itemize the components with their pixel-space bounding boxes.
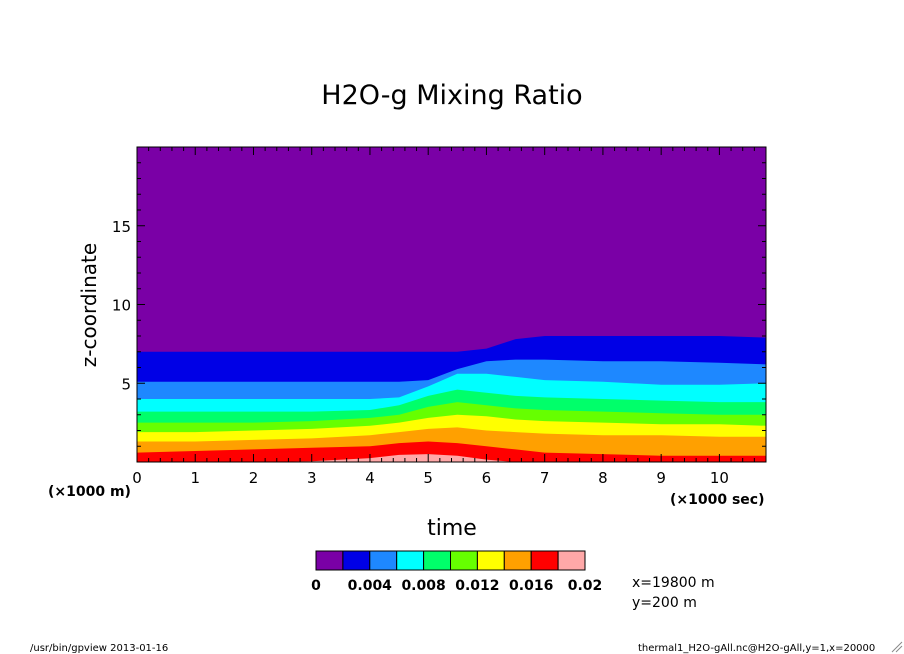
colorbar-tick-label: 0.004 bbox=[348, 578, 393, 594]
x-tick-labels: 0 1 2 3 4 5 6 7 8 9 10 bbox=[132, 469, 729, 487]
x-tick-label: 0 bbox=[132, 469, 142, 487]
location-y-label: y=200 m bbox=[632, 595, 697, 611]
colorbar-swatch bbox=[530, 550, 559, 571]
colorbar bbox=[315, 550, 586, 571]
colorbar-swatch bbox=[476, 550, 505, 571]
colorbar-swatch bbox=[396, 550, 425, 571]
x-tick-label: 3 bbox=[307, 469, 317, 487]
resize-grip-icon[interactable] bbox=[891, 641, 903, 653]
y-tick-label: 5 bbox=[121, 375, 131, 393]
colorbar-swatch bbox=[557, 550, 586, 571]
colorbar-tick-labels: 0 0.004 0.008 0.012 0.016 0.02 bbox=[311, 578, 602, 594]
x-axis-label: time bbox=[427, 516, 477, 541]
chart-title: H2O-g Mixing Ratio bbox=[321, 80, 582, 111]
x-tick-label: 9 bbox=[656, 469, 666, 487]
x-tick-label: 10 bbox=[710, 469, 729, 487]
x-axis-multiplier: (×1000 sec) bbox=[670, 492, 765, 508]
colorbar-tick-label: 0 bbox=[311, 578, 321, 594]
colorbar-swatch bbox=[450, 550, 478, 571]
colorbar-swatch bbox=[342, 550, 371, 571]
colorbar-swatch bbox=[423, 550, 452, 571]
axis-ticks bbox=[136, 146, 767, 463]
location-x-label: x=19800 m bbox=[632, 575, 715, 591]
contour-band-8 bbox=[137, 441, 766, 462]
x-tick-label: 5 bbox=[423, 469, 433, 487]
y-axis-multiplier: (×1000 m) bbox=[48, 484, 131, 500]
x-tick-label: 7 bbox=[540, 469, 550, 487]
x-tick-label: 4 bbox=[365, 469, 375, 487]
colorbar-tick-label: 0.008 bbox=[401, 578, 445, 594]
colorbar-swatch bbox=[315, 550, 344, 571]
colorbar-tick-label: 0.016 bbox=[509, 578, 553, 594]
colorbar-swatch bbox=[503, 550, 532, 571]
x-tick-label: 8 bbox=[598, 469, 608, 487]
footer-file-info: thermal1_H2O-gAll.nc@H2O-gAll,y=1,x=2000… bbox=[638, 643, 875, 654]
y-tick-label: 15 bbox=[112, 218, 131, 236]
y-axis-label: z-coordinate bbox=[77, 243, 101, 367]
contour-fill-layer bbox=[137, 147, 766, 462]
x-tick-label: 2 bbox=[249, 469, 259, 487]
colorbar-tick-label: 0.012 bbox=[455, 578, 499, 594]
y-tick-labels: 5 10 15 bbox=[112, 218, 131, 394]
footer-program-date: /usr/bin/gpview 2013-01-16 bbox=[30, 643, 168, 654]
x-tick-label: 6 bbox=[482, 469, 492, 487]
colorbar-tick-label: 0.02 bbox=[568, 578, 603, 594]
x-tick-label: 1 bbox=[190, 469, 200, 487]
colorbar-swatch bbox=[369, 550, 398, 571]
y-tick-label: 10 bbox=[112, 297, 131, 315]
